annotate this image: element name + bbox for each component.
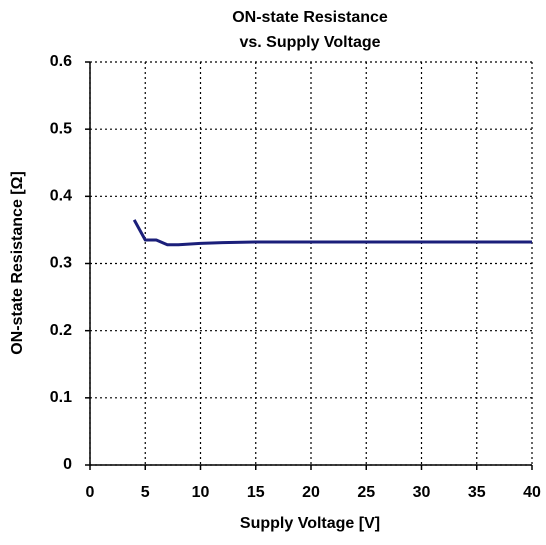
x-tick-label: 0 [86, 484, 95, 501]
x-tick-label: 20 [302, 484, 320, 501]
chart-title: vs. Supply Voltage [239, 34, 380, 51]
x-tick-label: 15 [247, 484, 265, 501]
y-tick-label: 0.2 [50, 322, 72, 339]
x-tick-label: 5 [141, 484, 150, 501]
y-tick-label: 0.4 [50, 188, 72, 205]
x-tick-label: 10 [192, 484, 210, 501]
y-tick-label: 0.5 [50, 120, 72, 137]
y-axis-title: ON-state Resistance [Ω] [9, 171, 26, 355]
line-series [132, 219, 532, 247]
x-tick-label: 35 [468, 484, 486, 501]
y-tick-label: 0.3 [50, 255, 72, 272]
y-tick-label: 0.1 [50, 389, 72, 406]
x-tick-label: 30 [413, 484, 431, 501]
y-tick-label: 0 [63, 456, 72, 473]
x-tick-label: 40 [523, 484, 541, 501]
x-axis-title: Supply Voltage [V] [240, 515, 380, 532]
y-tick-label: 0.6 [50, 53, 72, 70]
x-tick-label: 25 [357, 484, 375, 501]
chart-title: ON-state Resistance [232, 9, 388, 26]
